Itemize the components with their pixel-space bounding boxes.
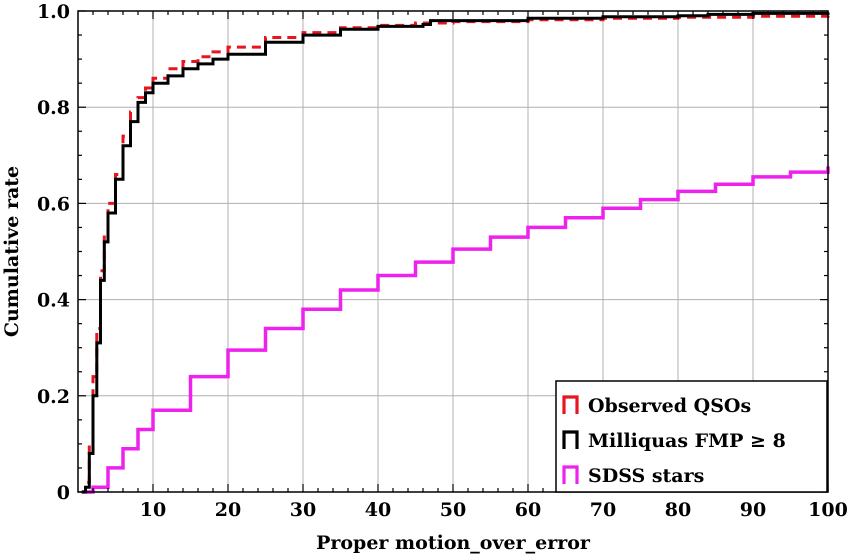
- y-tick-label-2: 0.4: [37, 290, 70, 312]
- x-tick-label-4: 50: [440, 499, 466, 521]
- y-tick-label-5: 1.0: [37, 1, 70, 23]
- x-tick-label-6: 70: [590, 499, 616, 521]
- legend-items: Observed QSOs Milliquas FMP ≥ 8 SDSS stars: [562, 395, 786, 487]
- y-tick-label-4: 0.8: [37, 97, 70, 119]
- x-tick-label-0: 10: [140, 499, 166, 521]
- x-tick-label-3: 40: [365, 499, 391, 521]
- x-tick-label-8: 90: [740, 499, 766, 521]
- y-tick-label-1: 0.2: [37, 386, 70, 408]
- legend-label-2: SDSS stars: [588, 465, 704, 487]
- legend-label-1: Milliquas FMP ≥ 8: [588, 430, 786, 452]
- y-tick-label-3: 0.6: [37, 193, 70, 215]
- legend-swatch-2: [562, 465, 579, 484]
- legend-swatch-1: [562, 430, 579, 449]
- x-tick-label-5: 60: [515, 499, 541, 521]
- y-axis-title: Cumulative rate: [1, 166, 23, 337]
- legend-box: [555, 380, 828, 493]
- legend: Observed QSOs Milliquas FMP ≥ 8 SDSS stars: [555, 380, 828, 493]
- x-tick-label-1: 20: [215, 499, 241, 521]
- legend-swatch-0: [562, 395, 579, 414]
- tick-labels: 10 20 30 40 50 60 70 80 90 100 0 0.2 0.4 0.6 0.8 1.0: [37, 1, 848, 521]
- x-tick-label-7: 80: [665, 499, 691, 521]
- series-line-2: [81, 166, 830, 494]
- y-tick-label-0: 0: [57, 482, 70, 504]
- legend-label-0: Observed QSOs: [588, 395, 751, 417]
- x-axis-title: Proper motion_over_error: [316, 532, 591, 554]
- x-tick-label-2: 30: [290, 499, 316, 521]
- x-tick-label-9: 100: [808, 499, 848, 521]
